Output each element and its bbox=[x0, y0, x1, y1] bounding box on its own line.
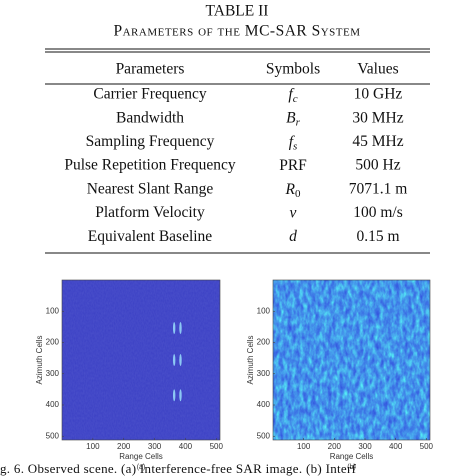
symbol-base: d bbox=[289, 228, 297, 245]
symbol-base: f bbox=[288, 86, 295, 103]
symbol: d bbox=[289, 228, 297, 245]
x-tick-label: 200 bbox=[117, 442, 131, 451]
x-tick-label: 500 bbox=[420, 442, 434, 451]
value: 45 MHz bbox=[352, 133, 403, 150]
symbol: Br bbox=[286, 109, 300, 128]
value: 7071.1 m bbox=[349, 180, 408, 197]
parameter: Carrier Frequency bbox=[93, 86, 206, 103]
symbol: fs bbox=[289, 133, 298, 152]
x-tick-label: 400 bbox=[389, 442, 403, 451]
y-tick-label: 500 bbox=[46, 431, 60, 440]
image-frame bbox=[61, 279, 221, 441]
y-axis-label: Azimuth Cells bbox=[246, 336, 255, 385]
value: 100 m/s bbox=[353, 204, 403, 221]
table-title: Parameters of the MC-SAR System bbox=[113, 23, 360, 40]
y-axis-label: Azimuth Cells bbox=[35, 336, 44, 385]
symbol-base: v bbox=[290, 204, 297, 221]
symbol-sub: r bbox=[296, 116, 301, 128]
x-axis-label: Range Cells bbox=[330, 452, 374, 461]
symbol-sub: c bbox=[293, 93, 298, 105]
y-tick-label: 100 bbox=[46, 306, 60, 315]
panel-label: (a) bbox=[137, 464, 146, 471]
x-tick-label: 300 bbox=[148, 442, 162, 451]
bright-spot bbox=[179, 322, 182, 334]
symbol-base: B bbox=[286, 109, 296, 126]
figure-caption: g. 6. Observed scene. (a) Interference-f… bbox=[0, 461, 357, 476]
bright-spot bbox=[179, 354, 182, 366]
parameter: Platform Velocity bbox=[95, 204, 205, 221]
symbol-base: PRF bbox=[279, 157, 307, 174]
bright-spot bbox=[172, 389, 176, 402]
y-tick-label: 400 bbox=[257, 400, 271, 409]
x-tick-label: 100 bbox=[86, 442, 100, 451]
value: 30 MHz bbox=[352, 109, 403, 126]
y-tick-label: 200 bbox=[46, 338, 60, 347]
symbol-base: f bbox=[289, 133, 296, 150]
y-tick-label: 300 bbox=[257, 369, 271, 378]
panel-label: (b) bbox=[347, 464, 356, 471]
parameter: Sampling Frequency bbox=[86, 133, 215, 150]
symbol-base: R bbox=[285, 180, 296, 197]
y-tick-label: 100 bbox=[257, 306, 271, 315]
column-header: Symbols bbox=[266, 61, 320, 78]
symbol: v bbox=[290, 204, 297, 221]
image-frame bbox=[272, 279, 431, 441]
symbol-sub: s bbox=[293, 140, 297, 152]
bright-spot bbox=[179, 389, 182, 402]
x-tick-label: 400 bbox=[179, 442, 193, 451]
y-tick-label: 200 bbox=[257, 338, 271, 347]
x-tick-label: 100 bbox=[297, 442, 311, 451]
symbol: R0 bbox=[285, 180, 301, 199]
symbol-sub: 0 bbox=[295, 187, 301, 199]
y-tick-label: 400 bbox=[46, 400, 60, 409]
bright-spot bbox=[172, 354, 176, 366]
column-header: Values bbox=[357, 61, 398, 78]
value: 500 Hz bbox=[355, 157, 400, 174]
parameter: Pulse Repetition Frequency bbox=[64, 157, 236, 174]
column-header: Parameters bbox=[116, 61, 185, 78]
symbol: PRF bbox=[279, 157, 307, 174]
parameter: Equivalent Baseline bbox=[88, 228, 213, 245]
value: 10 GHz bbox=[354, 86, 403, 103]
y-tick-label: 300 bbox=[46, 369, 60, 378]
y-tick-label: 500 bbox=[257, 431, 271, 440]
table-label: TABLE II bbox=[206, 3, 269, 20]
x-tick-label: 300 bbox=[358, 442, 372, 451]
symbol: fc bbox=[288, 86, 297, 105]
image-texture bbox=[62, 280, 220, 440]
value: 0.15 m bbox=[356, 228, 399, 245]
x-axis-label: Range Cells bbox=[119, 452, 163, 461]
image-texture bbox=[273, 280, 430, 440]
parameter: Nearest Slant Range bbox=[87, 180, 214, 197]
bright-spot bbox=[172, 322, 176, 334]
x-tick-label: 500 bbox=[210, 442, 224, 451]
parameter: Bandwidth bbox=[116, 109, 184, 126]
x-tick-label: 200 bbox=[328, 442, 342, 451]
